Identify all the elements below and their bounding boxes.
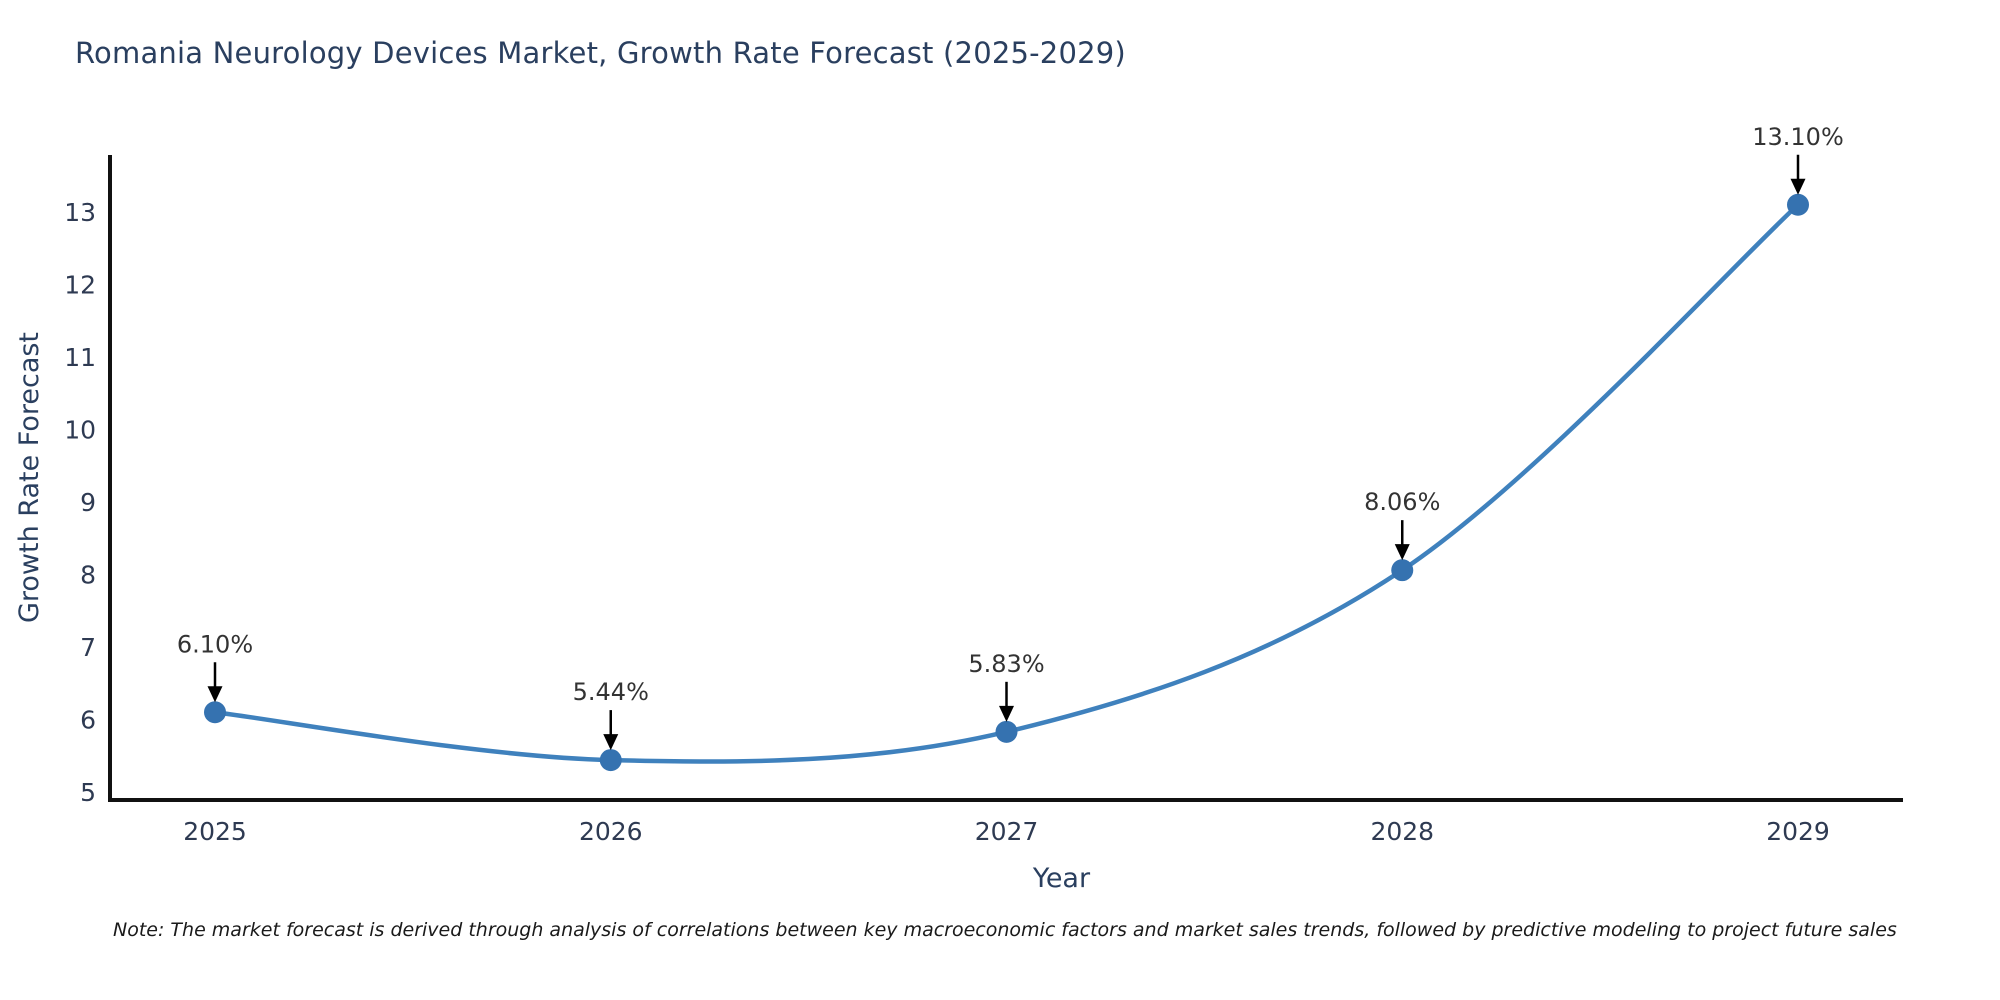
annotation-label: 8.06% <box>1364 488 1440 516</box>
x-tick-label: 2029 <box>1766 817 1830 846</box>
x-tick-label: 2028 <box>1370 817 1434 846</box>
annotation-label: 5.83% <box>968 650 1044 678</box>
forecast-curve <box>212 202 1801 764</box>
y-axis-title: Growth Rate Forecast <box>14 332 45 623</box>
annotation-label: 5.44% <box>573 678 649 706</box>
annotation-arrow-head <box>999 705 1014 722</box>
y-tick-label: 8 <box>80 561 96 590</box>
x-axis-title: Year <box>1032 863 1091 894</box>
x-tick-label: 2027 <box>975 817 1039 846</box>
x-tick-label: 2025 <box>183 817 247 846</box>
y-tick-label: 12 <box>64 271 96 300</box>
y-tick-label: 11 <box>64 343 96 372</box>
data-point-marker <box>599 749 622 772</box>
y-tick-label: 9 <box>80 488 96 517</box>
y-tick-label: 13 <box>64 198 96 227</box>
y-tick-label: 7 <box>80 633 96 662</box>
annotation-label: 13.10% <box>1752 123 1844 151</box>
annotation-arrow-head <box>603 734 619 751</box>
data-point-marker <box>204 701 226 724</box>
chart-note: Note: The market forecast is derived thr… <box>113 919 1897 941</box>
annotation-label: 6.10% <box>177 630 253 658</box>
annotation-arrow-head <box>1394 544 1410 561</box>
chart-title: Romania Neurology Devices Market, Growth… <box>75 36 1126 70</box>
annotation-arrow-head <box>207 686 223 703</box>
data-point-marker <box>995 720 1018 743</box>
data-point-marker <box>1787 193 1809 216</box>
y-tick-label: 6 <box>80 706 96 735</box>
y-tick-label: 10 <box>64 416 96 445</box>
x-tick-label: 2026 <box>579 817 643 846</box>
y-tick-label: 5 <box>80 778 96 807</box>
data-point-marker <box>1391 559 1414 582</box>
annotation-arrow-head <box>1790 178 1806 195</box>
